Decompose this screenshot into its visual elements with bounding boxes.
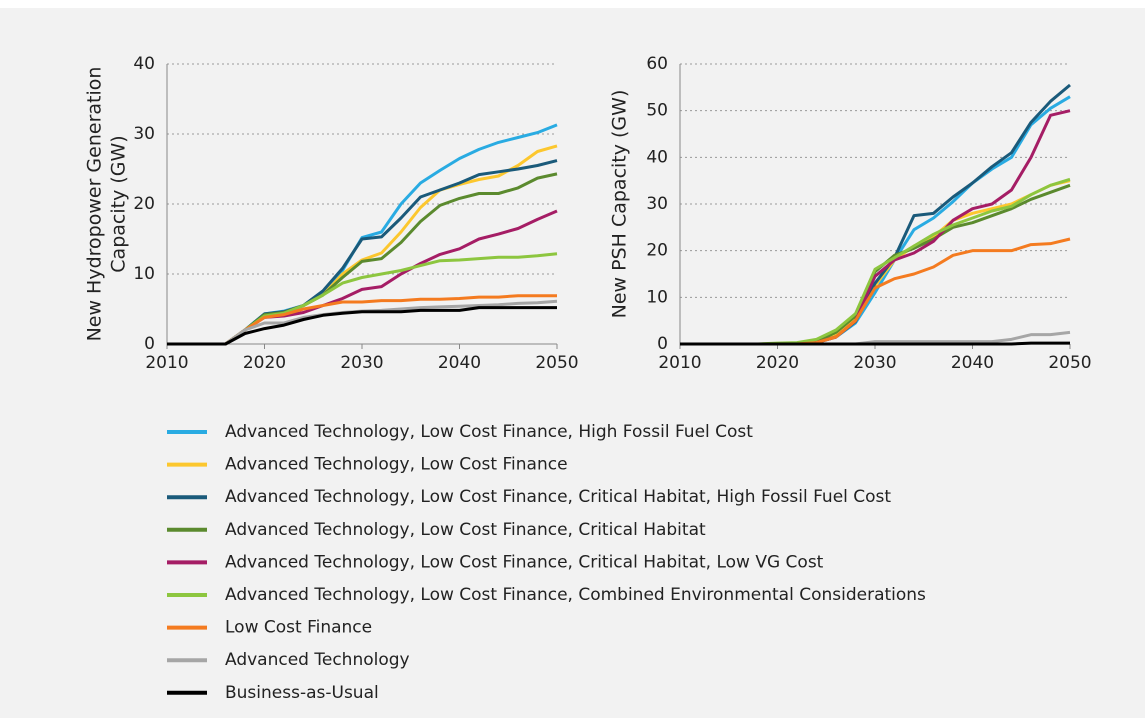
x-tick-label: 2020: [756, 353, 799, 373]
x-tick-label: 2040: [438, 353, 481, 373]
y-tick-label: 0: [657, 334, 668, 354]
y-axis-label: New PSH Capacity (GW): [609, 90, 631, 319]
x-tick-label: 2030: [340, 353, 383, 373]
y-tick-label: 20: [646, 241, 668, 261]
y-tick-label: 0: [144, 334, 155, 354]
y-tick-label: 10: [646, 287, 668, 307]
panel: [0, 8, 1145, 718]
y-tick-label: 40: [646, 147, 668, 167]
x-tick-label: 2050: [535, 353, 578, 373]
y-axis-label: New Hydropower Generation: [84, 67, 106, 342]
x-tick-label: 2050: [1048, 353, 1091, 373]
y-tick-label: 40: [133, 54, 155, 74]
y-axis-label: Capacity (GW): [108, 135, 130, 272]
y-tick-label: 30: [133, 124, 155, 144]
y-tick-label: 10: [133, 264, 155, 284]
legend-label: Advanced Technology, Low Cost Finance, C…: [225, 552, 824, 572]
y-tick-label: 30: [646, 194, 668, 214]
y-tick-label: 50: [646, 101, 668, 121]
legend-label: Advanced Technology: [225, 650, 410, 670]
legend-label: Advanced Technology, Low Cost Finance, H…: [225, 422, 753, 442]
line: [167, 306, 557, 346]
x-tick-label: 2010: [658, 353, 701, 373]
legend-label: Advanced Technology, Low Cost Finance, C…: [225, 487, 891, 507]
line: [680, 341, 1070, 346]
x-tick-label: 2040: [951, 353, 994, 373]
legend-label: Advanced Technology, Low Cost Finance, C…: [225, 520, 706, 540]
legend-label: Advanced Technology, Low Cost Finance: [225, 455, 568, 475]
legend-label: Low Cost Finance: [225, 618, 372, 638]
x-tick-label: 2010: [145, 353, 188, 373]
y-tick-label: 20: [133, 194, 155, 214]
y-tick-label: 60: [646, 54, 668, 74]
x-tick-label: 2020: [243, 353, 286, 373]
x-tick-label: 2030: [853, 353, 896, 373]
legend-label: Business-as-Usual: [225, 683, 379, 703]
legend-label: Advanced Technology, Low Cost Finance, C…: [225, 585, 926, 605]
